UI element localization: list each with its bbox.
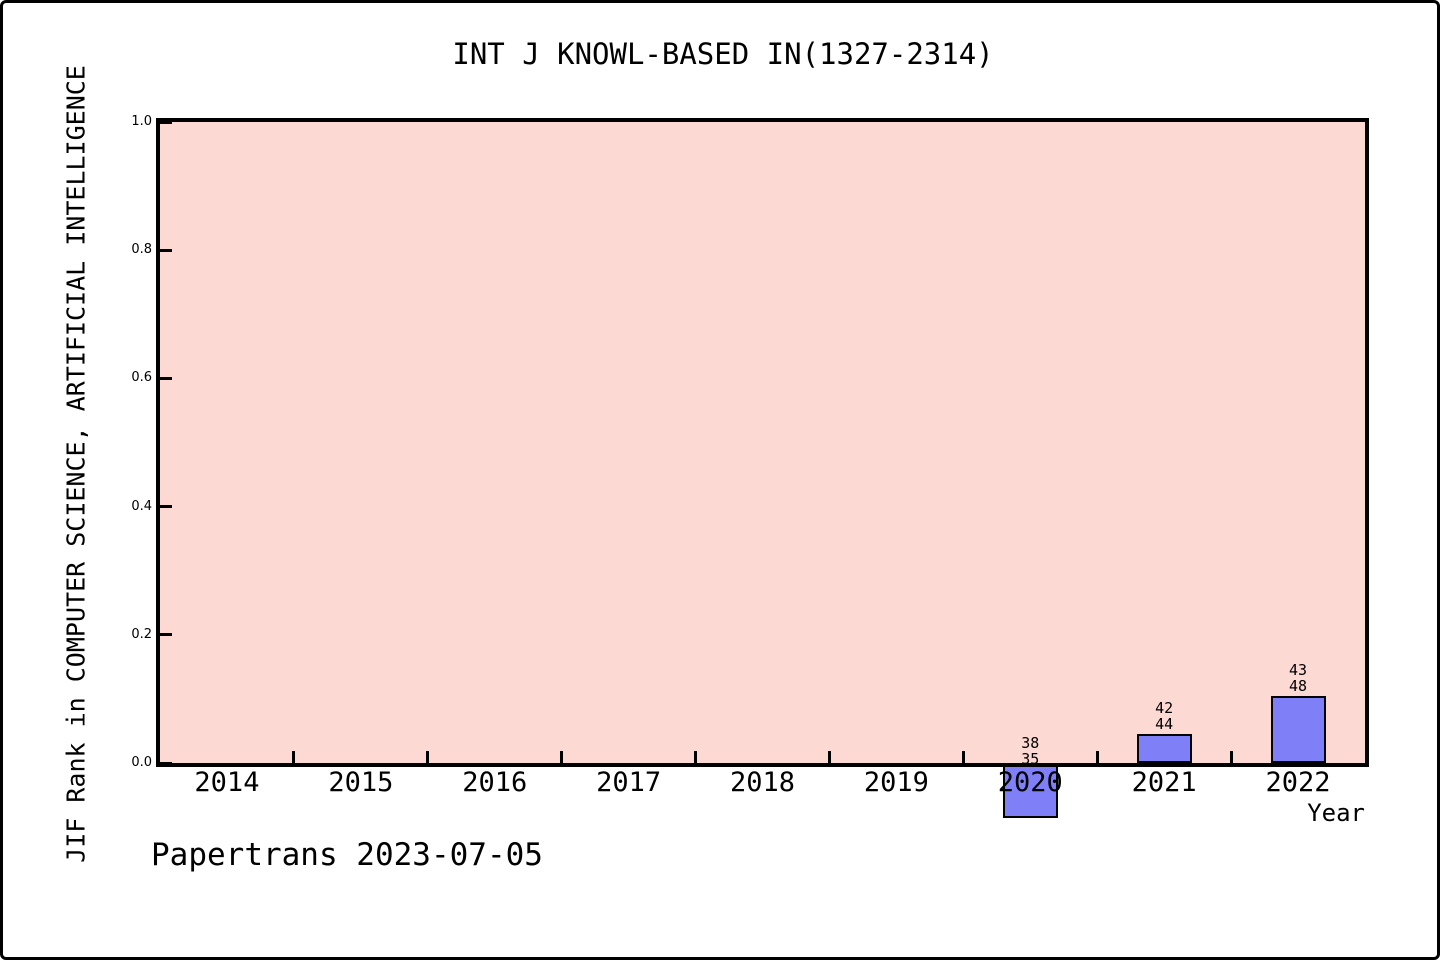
x-tick-mark xyxy=(827,751,831,763)
x-tick-label-2018: 2018 xyxy=(729,767,796,798)
x-tick-label-2014: 2014 xyxy=(194,767,260,798)
bar-label-bottom: 48 xyxy=(1289,677,1308,696)
bar-label-2020: 38 35 xyxy=(1021,735,1039,767)
y-tick-label: 0.4 xyxy=(131,498,152,514)
x-tick-label-2021: 2021 xyxy=(1131,767,1197,798)
bar-label-top: 42 xyxy=(1155,698,1174,717)
bar-2022 xyxy=(1270,696,1326,763)
footer-text: Papertrans 2023-07-05 xyxy=(151,837,543,873)
plot-area xyxy=(160,122,1365,763)
x-tick-mark xyxy=(292,751,296,763)
y-tick-mark xyxy=(160,120,172,124)
y-tick-label: 0.0 xyxy=(131,755,152,770)
x-tick-label-2022: 2022 xyxy=(1265,767,1331,798)
x-tick-label-2017: 2017 xyxy=(596,767,662,798)
x-tick-mark xyxy=(1229,751,1233,763)
x-tick-mark xyxy=(1095,751,1099,763)
y-tick-label: 0.6 xyxy=(131,370,152,386)
chart-title: INT J KNOWL-BASED IN(1327-2314) xyxy=(452,37,994,71)
x-tick-label-2016: 2016 xyxy=(462,767,528,798)
y-tick-label: 1.0 xyxy=(131,114,152,129)
x-tick-mark xyxy=(426,751,430,763)
bar-label-2021: 42 44 xyxy=(1155,700,1173,732)
bar-label-top: 38 xyxy=(1021,734,1040,752)
x-axis-label: Year xyxy=(1307,799,1365,827)
y-tick-mark xyxy=(160,376,172,380)
y-tick-mark xyxy=(160,248,172,252)
y-tick-label: 0.8 xyxy=(131,242,152,258)
bar-label-2022: 43 48 xyxy=(1289,662,1307,694)
y-tick-mark xyxy=(160,633,172,637)
x-tick-label-2019: 2019 xyxy=(863,767,929,798)
bar-2021 xyxy=(1136,733,1192,763)
y-tick-label: 0.2 xyxy=(131,626,152,642)
bar-label-bottom: 44 xyxy=(1155,714,1174,733)
x-tick-mark xyxy=(961,751,965,763)
x-tick-mark xyxy=(694,751,698,763)
y-axis-label: JIF Rank in COMPUTER SCIENCE, ARTIFICIAL… xyxy=(61,65,91,863)
x-tick-label-2020: 2020 xyxy=(997,767,1063,798)
bar-2020 xyxy=(1002,763,1058,818)
x-tick-mark xyxy=(560,751,564,763)
y-tick-mark xyxy=(160,761,172,765)
x-tick-label-2015: 2015 xyxy=(328,767,394,798)
y-tick-mark xyxy=(160,505,172,509)
bar-label-bottom: 35 xyxy=(1021,750,1040,768)
bar-label-top: 43 xyxy=(1289,661,1308,680)
